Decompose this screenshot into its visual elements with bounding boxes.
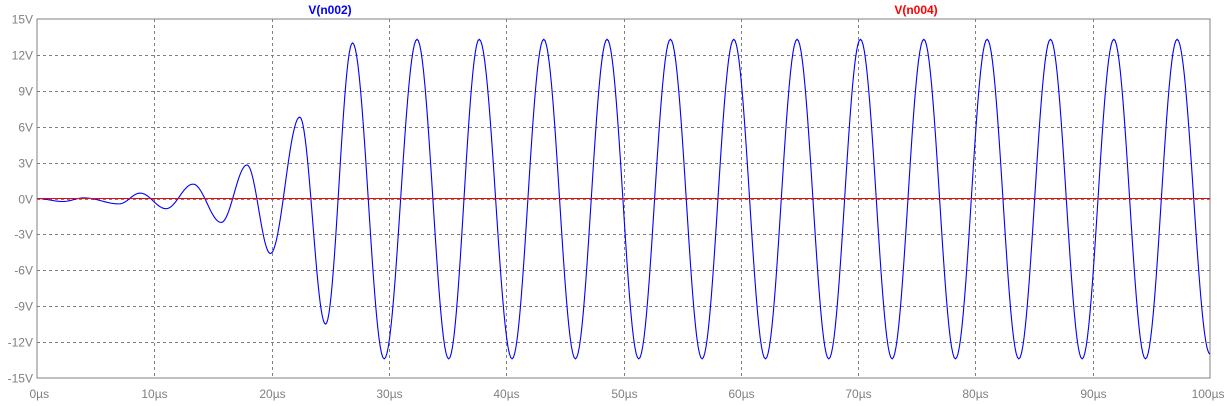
y-tick-label: 9V	[18, 85, 33, 99]
y-tick-label: -15V	[8, 372, 33, 386]
y-axis-ticks: 15V 12V 9V 6V 3V 0V -3V -6V -9V -12V -15V	[8, 13, 33, 386]
y-tick-label: -3V	[14, 228, 33, 242]
series-line-vn002[interactable]	[36, 38, 1211, 360]
x-tick-label: 100µs	[1192, 387, 1225, 401]
traces	[36, 38, 1211, 360]
legend-item[interactable]: V(n002)	[308, 3, 351, 17]
x-tick-label: 90µs	[1080, 387, 1106, 401]
x-tick-label: 30µs	[376, 387, 402, 401]
x-tick-label: 40µs	[493, 387, 519, 401]
x-tick-label: 70µs	[845, 387, 871, 401]
y-tick-label: -12V	[8, 336, 33, 350]
x-tick-label: 80µs	[962, 387, 988, 401]
x-tick-label: 10µs	[141, 387, 167, 401]
y-tick-label: 12V	[12, 49, 33, 63]
y-tick-label: -6V	[14, 264, 33, 278]
legend: V(n002) V(n004)	[308, 3, 937, 17]
x-tick-label: 50µs	[611, 387, 637, 401]
y-tick-label: 6V	[18, 121, 33, 135]
y-tick-label: -9V	[14, 300, 33, 314]
x-axis-ticks: 0µs 10µs 20µs 30µs 40µs 50µs 60µs 70µs 80µs 90µs 1…	[30, 387, 1225, 401]
x-tick-label: 60µs	[728, 387, 754, 401]
y-tick-label: 15V	[12, 13, 33, 27]
x-tick-label: 20µs	[259, 387, 285, 401]
y-tick-label: 0V	[18, 193, 33, 207]
y-tick-label: 3V	[18, 157, 33, 171]
legend-item[interactable]: V(n004)	[894, 3, 937, 17]
x-tick-label: 0µs	[30, 387, 50, 401]
